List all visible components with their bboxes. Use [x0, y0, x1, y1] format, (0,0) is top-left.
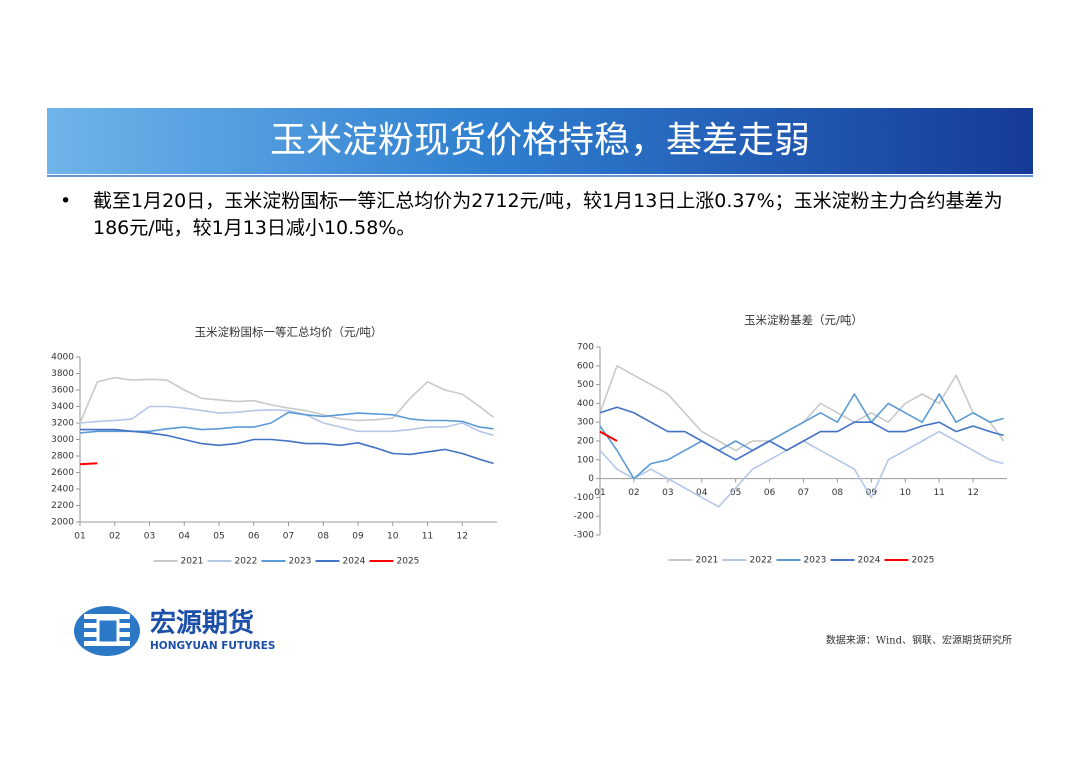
x-tick-label: 09: [352, 532, 364, 542]
logo-en: HONGYUAN FUTURES: [150, 640, 275, 652]
x-tick-label: 10: [900, 488, 912, 498]
y-tick-label: 3800: [51, 369, 74, 379]
y-tick-label: 2400: [51, 485, 74, 495]
chart: 玉米淀粉基差（元/吨） -300 -200 -100 0 100 200 300 400 500 6…: [574, 313, 1007, 566]
legend-label: 2022: [235, 557, 258, 567]
x-tick-label: 06: [764, 488, 776, 498]
y-tick-label: 500: [577, 380, 594, 390]
x-tick-label: 02: [628, 488, 639, 498]
x-tick-label: 03: [144, 532, 155, 542]
legend-label: 2023: [804, 556, 827, 566]
legend-label: 2024: [858, 556, 881, 566]
header-title: 玉米淀粉现货价格持稳，基差走弱: [270, 120, 810, 161]
series-line: [599, 365, 1005, 452]
x-tick-label: 08: [318, 532, 330, 542]
bullet: • 截至1月20日，玉米淀粉国标一等汇总均价为2712元/吨，较1月13日上涨0…: [60, 188, 1030, 242]
x-tick-label: 10: [387, 532, 399, 542]
x-tick-label: 02: [109, 532, 120, 542]
x-tick-label: 11: [933, 488, 944, 498]
series-line: [599, 406, 1004, 461]
y-tick-label: 4000: [51, 353, 74, 363]
x-tick-label: 12: [457, 532, 468, 542]
source-note: 数据来源：Wind、钢联、宏源期货研究所: [826, 634, 1012, 647]
header-band: [47, 108, 1033, 174]
y-tick-label: -200: [574, 512, 595, 522]
series-line: [599, 430, 618, 442]
x-tick-label: 07: [798, 488, 809, 498]
x-tick-label: 04: [696, 488, 708, 498]
legend-label: 2023: [289, 557, 312, 567]
y-tick-label: 3200: [51, 419, 74, 429]
x-tick-label: 06: [248, 532, 260, 542]
chart: 玉米淀粉国标一等汇总均价（元/吨） 2000 2200 2400 2600 2800 300…: [51, 325, 497, 567]
x-tick-label: 12: [967, 488, 978, 498]
legend-label: 2025: [397, 557, 420, 567]
legend-label: 2025: [912, 556, 935, 566]
logo: 宏源期货 HONGYUAN FUTURES: [74, 606, 275, 656]
y-tick-label: 2800: [51, 452, 74, 462]
series-line: [79, 376, 494, 424]
y-tick-label: -300: [574, 531, 595, 541]
x-tick-label: 04: [179, 532, 191, 542]
y-tick-label: 2600: [51, 468, 74, 478]
x-tick-label: 05: [213, 532, 224, 542]
x-tick-label: 01: [594, 488, 605, 498]
y-tick-label: 300: [577, 418, 594, 428]
legend-label: 2021: [696, 556, 719, 566]
x-tick-label: 08: [832, 488, 844, 498]
y-tick-label: 2000: [51, 518, 74, 528]
y-tick-label: 2200: [51, 501, 74, 511]
series-line: [79, 405, 494, 437]
y-tick-label: -100: [574, 493, 595, 503]
legend-label: 2022: [750, 556, 773, 566]
chart-title: 玉米淀粉基差（元/吨）: [744, 313, 863, 327]
y-tick-label: 3600: [51, 386, 74, 396]
x-tick-label: 09: [866, 488, 878, 498]
y-tick-label: 100: [577, 455, 594, 465]
bullet-text: 截至1月20日，玉米淀粉国标一等汇总均价为2712元/吨，较1月13日上涨0.3…: [93, 190, 1003, 239]
x-tick-label: 01: [74, 532, 85, 542]
series-line: [79, 411, 494, 434]
y-tick-label: 600: [577, 361, 594, 371]
logo-cn: 宏源期货: [150, 608, 254, 639]
x-tick-label: 03: [662, 488, 673, 498]
series-line: [599, 393, 1004, 480]
x-tick-label: 11: [422, 532, 433, 542]
chart-title: 玉米淀粉国标一等汇总均价（元/吨）: [195, 325, 383, 339]
x-tick-label: 07: [283, 532, 294, 542]
y-tick-label: 3000: [51, 435, 74, 445]
y-tick-label: 3400: [51, 402, 74, 412]
y-tick-label: 400: [577, 399, 594, 409]
x-tick-label: 05: [730, 488, 741, 498]
series-line: [80, 428, 494, 465]
y-tick-label: 200: [577, 437, 594, 447]
y-tick-label: 0: [588, 474, 594, 484]
y-tick-label: 700: [577, 343, 594, 353]
legend-label: 2021: [181, 557, 204, 567]
series-line: [79, 462, 98, 466]
legend-label: 2024: [343, 557, 366, 567]
bullet-dot: •: [60, 190, 72, 212]
